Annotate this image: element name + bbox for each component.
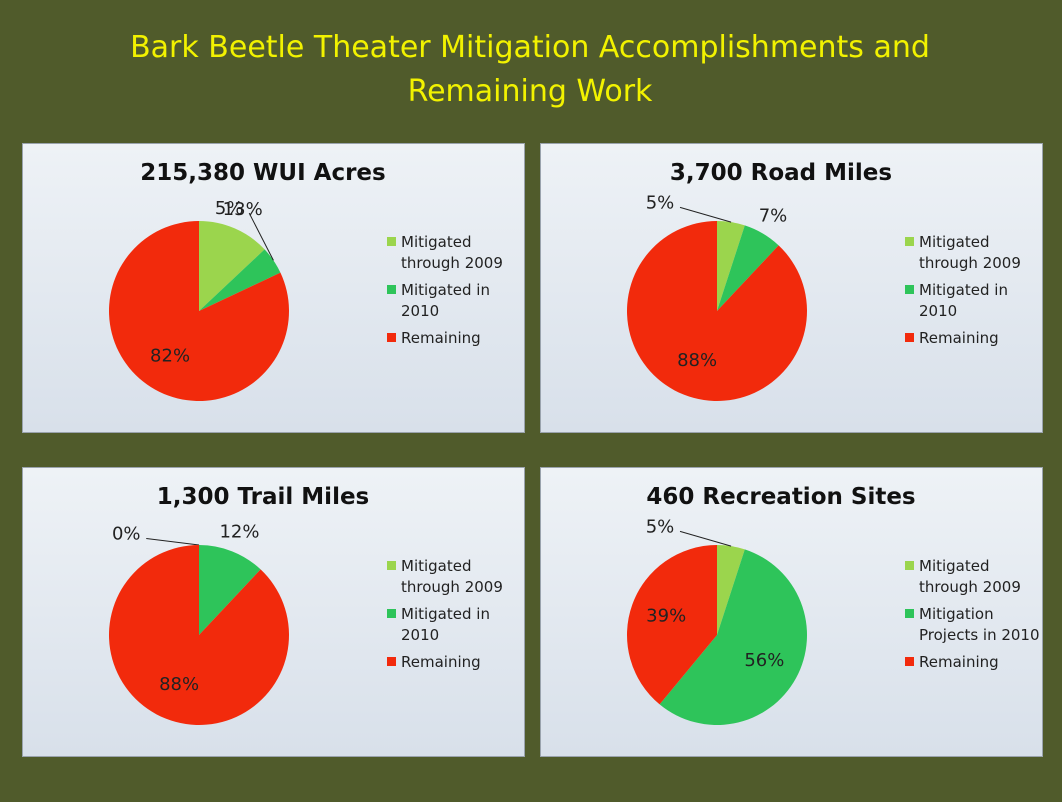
leader-line bbox=[679, 530, 732, 547]
legend-swatch bbox=[387, 333, 396, 342]
legend-swatch bbox=[905, 609, 914, 618]
pie-slice bbox=[199, 249, 281, 311]
legend-label: Mitigation Projects in 2010 bbox=[919, 605, 1040, 644]
chart-panel: 0% 12% 88% 1,300 Trail Miles Mitigated throu… bbox=[22, 467, 525, 757]
legend: Mitigated through 2009 Mitigated in 2010 R… bbox=[383, 232, 523, 355]
legend-label: Mitigated through 2009 bbox=[401, 233, 503, 272]
panel-title: 460 Recreation Sites bbox=[646, 484, 916, 510]
legend-label: Remaining bbox=[919, 653, 999, 671]
legend-swatch bbox=[905, 237, 914, 246]
legend-swatch bbox=[387, 609, 396, 618]
legend-item: Remaining bbox=[901, 652, 1041, 673]
legend-label: Mitigated through 2009 bbox=[919, 557, 1021, 596]
legend-swatch bbox=[387, 561, 396, 570]
legend-item: Remaining bbox=[383, 328, 523, 349]
pie-slice bbox=[627, 545, 717, 705]
legend-item: Mitigation Projects in 2010 bbox=[901, 604, 1041, 646]
panel-title: 215,380 WUI Acres bbox=[140, 160, 386, 186]
legend-swatch bbox=[905, 285, 914, 294]
legend-item: Mitigated through 2009 bbox=[383, 232, 523, 274]
legend-swatch bbox=[387, 657, 396, 666]
data-label: 5% bbox=[646, 516, 675, 537]
pie-chart: 5% 56% 39% bbox=[627, 516, 807, 725]
pie-slice bbox=[717, 221, 745, 311]
legend-label: Mitigated through 2009 bbox=[919, 233, 1021, 272]
legend-label: Mitigated in 2010 bbox=[401, 605, 490, 644]
legend-label: Remaining bbox=[401, 329, 481, 347]
chart-panel: 13% 5% 82% 215,380 WUI Acres Mitigated throu… bbox=[22, 143, 525, 433]
legend-item: Remaining bbox=[383, 652, 523, 673]
pie-chart: 13%5% 82% bbox=[109, 198, 290, 401]
legend-item: Mitigated in 2010 bbox=[383, 280, 523, 322]
data-label: 13% bbox=[223, 199, 263, 220]
leader-line bbox=[146, 537, 200, 546]
legend-label: Mitigated through 2009 bbox=[401, 557, 503, 596]
panel-title: 1,300 Trail Miles bbox=[156, 484, 370, 510]
legend: Mitigated through 2009 Mitigated in 2010 R… bbox=[901, 232, 1041, 355]
pie-slice bbox=[659, 549, 807, 725]
pie-slice bbox=[199, 221, 265, 311]
chart-panel: 5% 56% 39% 460 Recreation Sites Mitigated th… bbox=[540, 467, 1043, 757]
legend-swatch bbox=[905, 561, 914, 570]
legend-item: Remaining bbox=[901, 328, 1041, 349]
legend-swatch bbox=[905, 657, 914, 666]
data-label: 5% bbox=[215, 198, 244, 219]
legend-label: Remaining bbox=[919, 329, 999, 347]
pie-slice bbox=[199, 545, 261, 635]
legend-item: Mitigated through 2009 bbox=[383, 556, 523, 598]
legend-swatch bbox=[387, 285, 396, 294]
legend-swatch bbox=[905, 333, 914, 342]
data-label: 88% bbox=[677, 350, 717, 371]
slide-title: Bark Beetle Theater Mitigation Accomplis… bbox=[130, 30, 930, 109]
legend-swatch bbox=[387, 237, 396, 246]
panel-title: 3,700 Road Miles bbox=[669, 160, 893, 186]
pie-slice bbox=[109, 221, 290, 401]
data-label: 82% bbox=[150, 346, 190, 367]
legend-item: Mitigated in 2010 bbox=[383, 604, 523, 646]
legend: Mitigated through 2009 Mitigation Project… bbox=[901, 556, 1041, 679]
legend: Mitigated through 2009 Mitigated in 2010 R… bbox=[383, 556, 523, 679]
pie-chart: 5% 7% 88% bbox=[627, 192, 807, 401]
data-label: 12% bbox=[219, 522, 259, 543]
pie-chart: 0% 12% 88% bbox=[109, 522, 290, 725]
data-label: 5% bbox=[646, 192, 675, 213]
leader-line bbox=[248, 212, 274, 261]
pie-slice bbox=[627, 221, 807, 401]
pie-slice bbox=[717, 225, 779, 311]
legend-item: Mitigated through 2009 bbox=[901, 232, 1041, 274]
legend-label: Remaining bbox=[401, 653, 481, 671]
chart-panel: 5% 7% 88% 3,700 Road Miles Mitigated through… bbox=[540, 143, 1043, 433]
data-label: 56% bbox=[744, 650, 784, 671]
legend-item: Mitigated in 2010 bbox=[901, 280, 1041, 322]
legend-label: Mitigated in 2010 bbox=[401, 281, 490, 320]
data-label: 0% bbox=[112, 523, 141, 544]
leader-line bbox=[679, 206, 732, 223]
pie-slice bbox=[717, 545, 745, 635]
data-label: 7% bbox=[759, 205, 788, 226]
legend-item: Mitigated through 2009 bbox=[901, 556, 1041, 598]
legend-label: Mitigated in 2010 bbox=[919, 281, 1008, 320]
pie-slice bbox=[109, 545, 290, 725]
data-label: 88% bbox=[159, 674, 199, 695]
data-label: 39% bbox=[646, 606, 686, 627]
